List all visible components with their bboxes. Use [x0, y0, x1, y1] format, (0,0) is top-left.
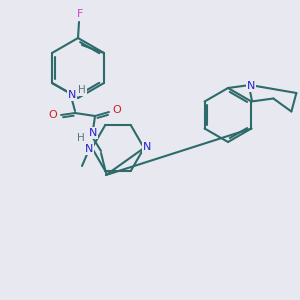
- Text: N: N: [85, 144, 93, 154]
- Text: O: O: [49, 110, 57, 120]
- Text: N: N: [89, 128, 97, 138]
- Text: N: N: [247, 81, 255, 91]
- Text: H: H: [77, 133, 85, 143]
- Text: O: O: [112, 105, 122, 115]
- Text: N: N: [68, 90, 76, 100]
- Text: H: H: [78, 85, 86, 95]
- Text: N: N: [143, 142, 151, 152]
- Text: F: F: [77, 9, 83, 19]
